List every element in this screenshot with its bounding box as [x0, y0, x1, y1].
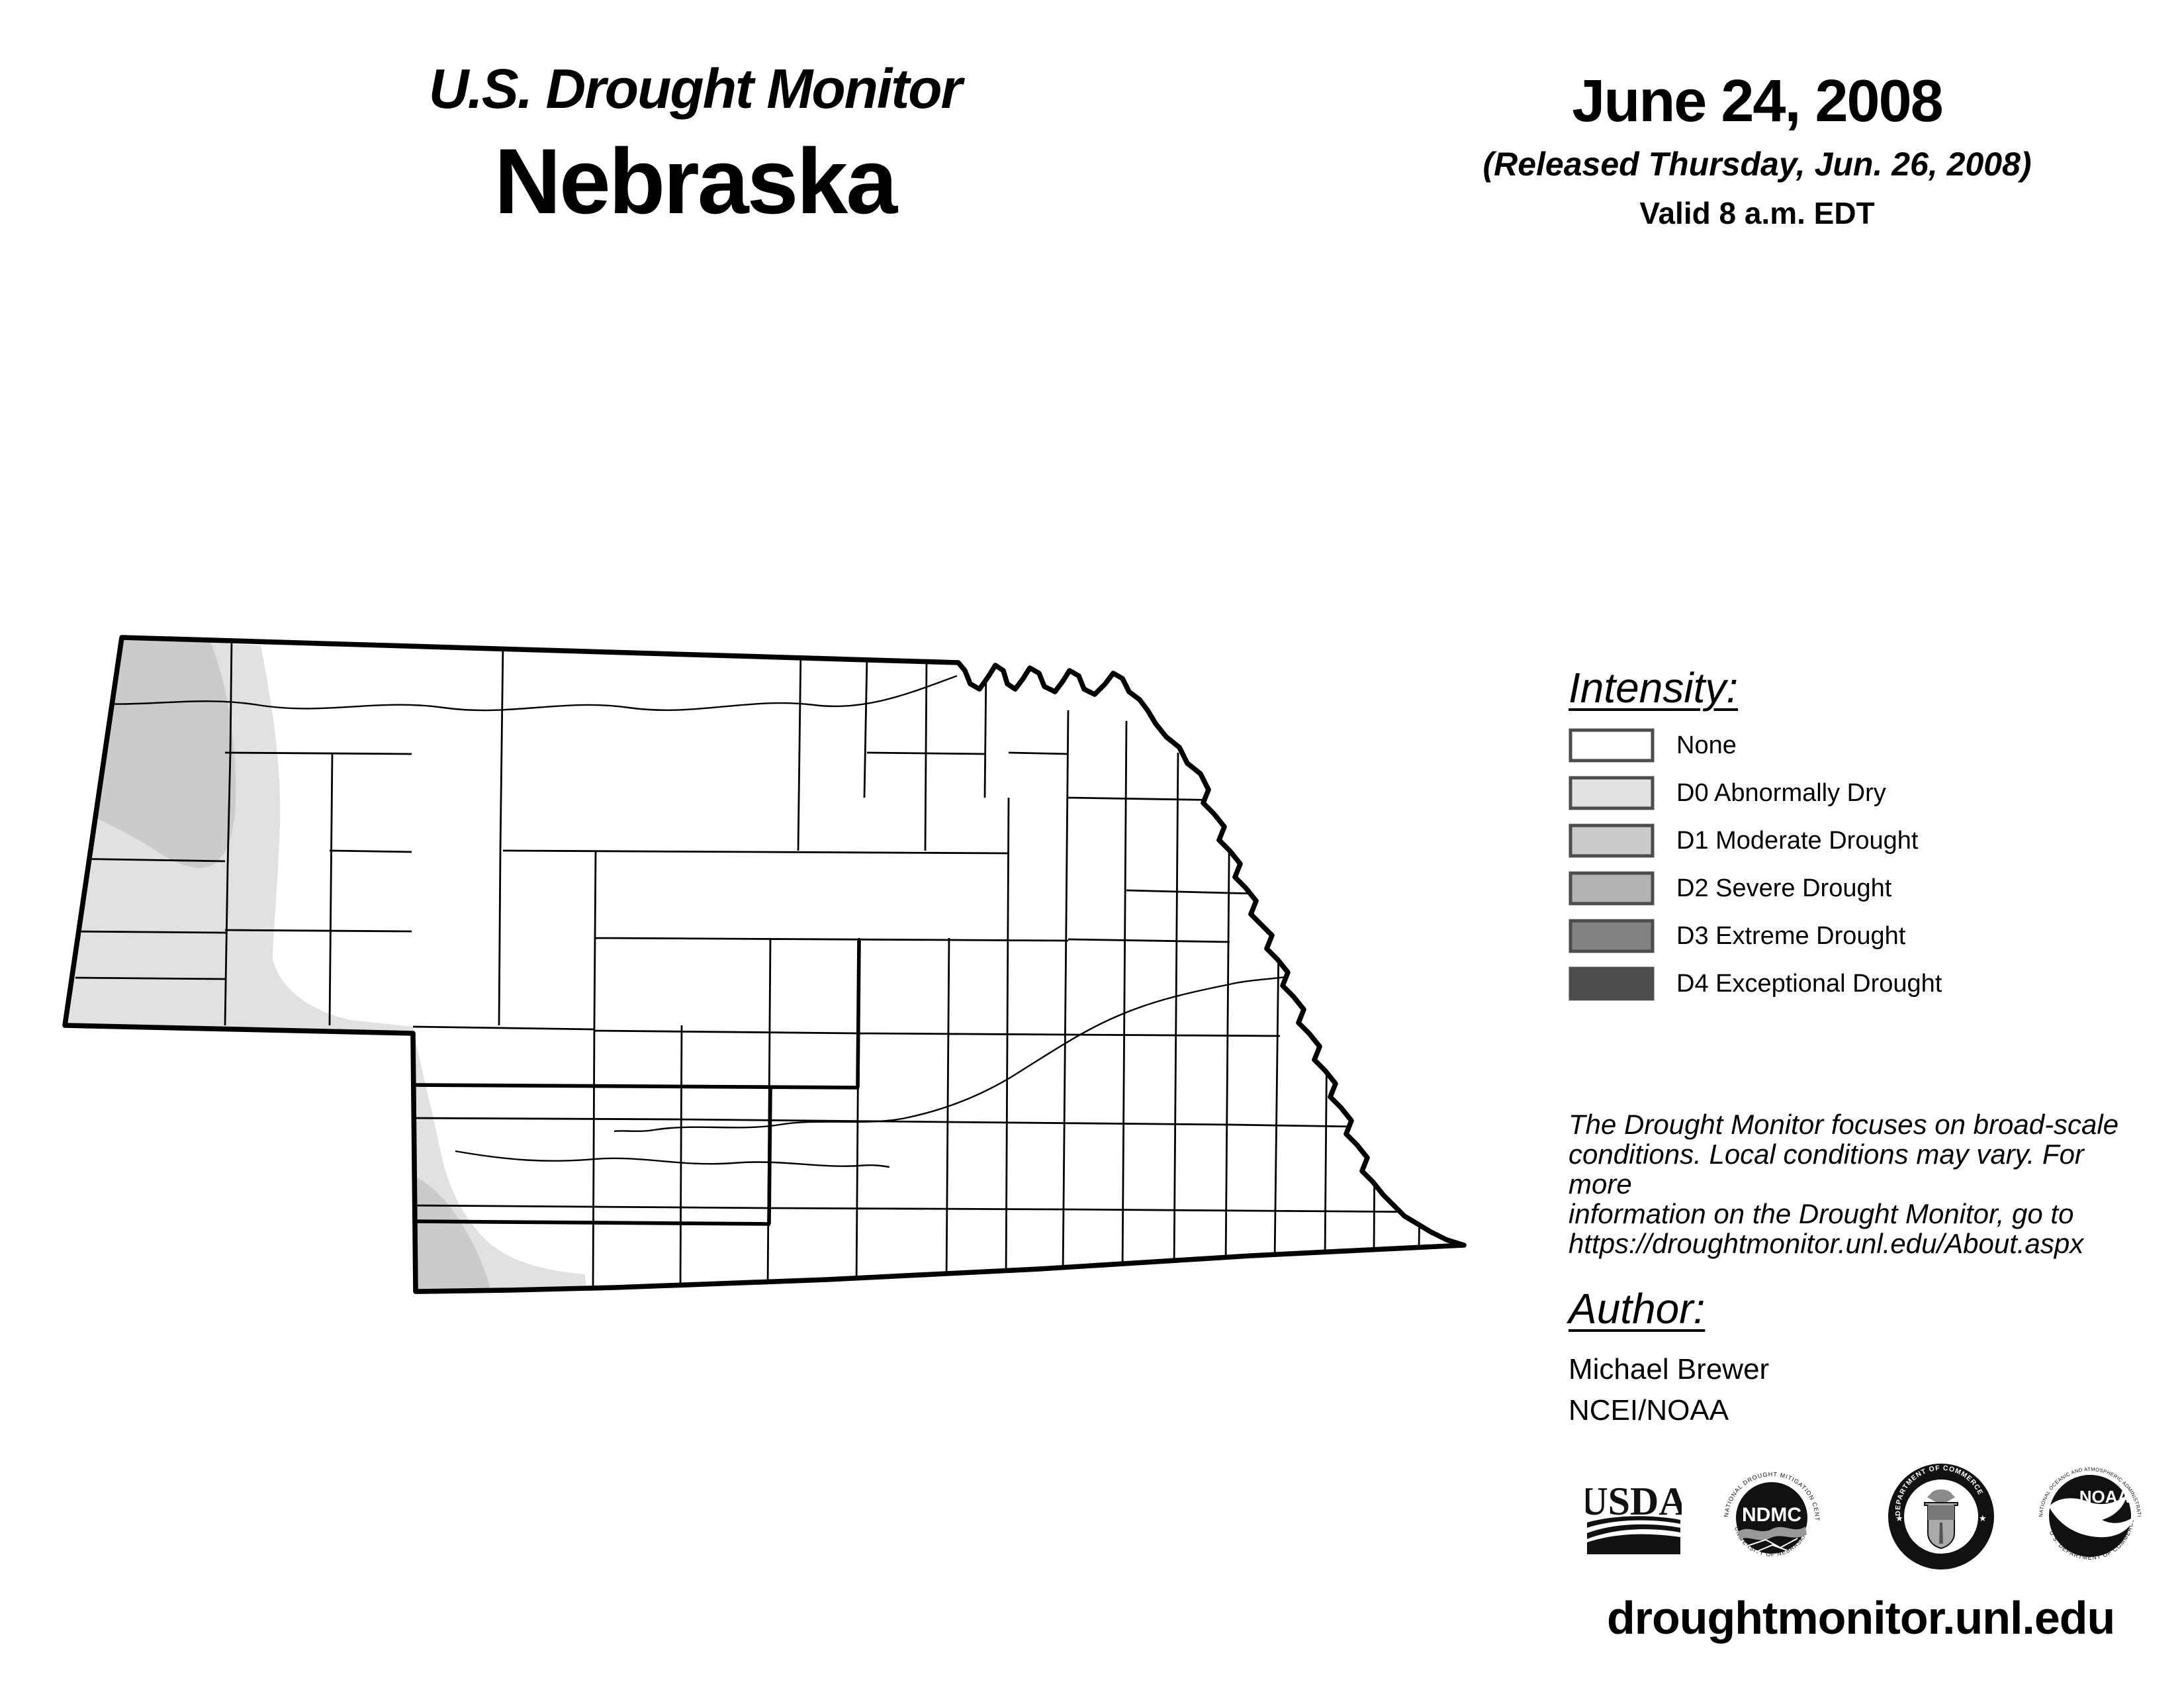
legend-swatch-d2 [1569, 871, 1655, 906]
date-block: June 24, 2008 (Released Thursday, Jun. 2… [1423, 68, 2091, 231]
disclaimer-line: https://droughtmonitor.unl.edu/About.asp… [1569, 1228, 2084, 1259]
division-boundaries [412, 940, 861, 1226]
legend-label: D1 Moderate Drought [1676, 826, 1919, 855]
niobrara-river-line [65, 675, 958, 712]
commerce-seal-logo: DEPARTMENT OF COMMERCE UNITED STATES OF … [1888, 1464, 1994, 1570]
legend-swatch-none [1569, 728, 1655, 763]
noaa-logo: NATIONAL OCEANIC AND ATMOSPHERIC ADMINIS… [2036, 1460, 2142, 1561]
disclaimer-line: The Drought Monitor focuses on broad-sca… [1569, 1109, 2119, 1140]
legend-label: None [1676, 731, 1737, 759]
ndmc-lines-icon [1745, 1538, 1798, 1552]
ndmc-acronym: NDMC [1742, 1504, 1801, 1526]
legend-row-none: None [1569, 728, 1942, 763]
ndmc-wave-icon [1738, 1526, 1807, 1540]
nebraska-drought-map [62, 635, 1467, 1294]
noaa-seagull-icon [2049, 1495, 2135, 1538]
legend-heading: Intensity: [1569, 664, 1739, 712]
legend-row-d0: D0 Abnormally Dry [1569, 776, 1942, 810]
author-block: Author: Michael Brewer NCEI/NOAA [1569, 1284, 1769, 1427]
author-name: Michael Brewer [1569, 1353, 1770, 1385]
usda-swoosh-icon [1587, 1516, 1680, 1554]
legend-label: D4 Exceptional Drought [1676, 969, 1942, 998]
region-title: Nebraska [494, 129, 897, 233]
republican-river-line [455, 1150, 890, 1168]
report-title: U.S. Drought Monitor [428, 58, 963, 120]
doc-eagle-wings [1927, 1491, 1955, 1500]
map-date: June 24, 2008 [1572, 68, 1943, 134]
ndmc-logo: NATIONAL DROUGHT MITIGATION CENTER UNIVE… [1719, 1462, 1820, 1558]
legend-row-d4: D4 Exceptional Drought [1569, 966, 1942, 1001]
usda-logo: USDA [1586, 1480, 1682, 1554]
platte-river-line [614, 971, 1315, 1133]
legend-label: D0 Abnormally Dry [1676, 778, 1886, 807]
legend-swatch-d3 [1569, 919, 1655, 953]
map-container [60, 626, 1476, 1301]
disclaimer-text: The Drought Monitor focuses on broad-sca… [1569, 1109, 2138, 1258]
legend-label: D2 Severe Drought [1676, 874, 1892, 902]
usda-wordmark: USDA [1586, 1480, 1682, 1523]
site-url: droughtmonitor.unl.edu [1607, 1592, 2115, 1644]
release-date: (Released Thursday, Jun. 26, 2008) [1482, 146, 2032, 183]
legend: Intensity: None D0 Abnormally Dry D1 Mod… [1569, 663, 1942, 1014]
legend-swatch-d4 [1569, 966, 1655, 1001]
state-outline [62, 635, 1467, 1294]
disclaimer-line: conditions. Local conditions may vary. F… [1569, 1139, 2084, 1199]
author-heading: Author: [1569, 1285, 1706, 1333]
doc-star-left: ★ [1895, 1513, 1903, 1523]
legend-swatch-d0 [1569, 776, 1655, 810]
legend-swatch-d1 [1569, 823, 1655, 858]
title-block: U.S. Drought Monitor Nebraska [285, 57, 1105, 235]
valid-time: Valid 8 a.m. EDT [1639, 196, 1875, 230]
doc-star-right: ★ [1979, 1513, 1987, 1523]
author-org: NCEI/NOAA [1569, 1394, 1729, 1427]
doc-shield-band [1928, 1505, 1954, 1520]
noaa-acronym: NOAA [2079, 1487, 2130, 1507]
legend-row-d1: D1 Moderate Drought [1569, 823, 1942, 858]
disclaimer-line: information on the Drought Monitor, go t… [1569, 1198, 2074, 1229]
legend-row-d2: D2 Severe Drought [1569, 871, 1942, 906]
doc-lighthouse-icon [1939, 1523, 1943, 1544]
legend-label: D3 Extreme Drought [1676, 921, 1906, 950]
map-region-d1-northwest [65, 637, 236, 868]
legend-row-d3: D3 Extreme Drought [1569, 919, 1942, 953]
